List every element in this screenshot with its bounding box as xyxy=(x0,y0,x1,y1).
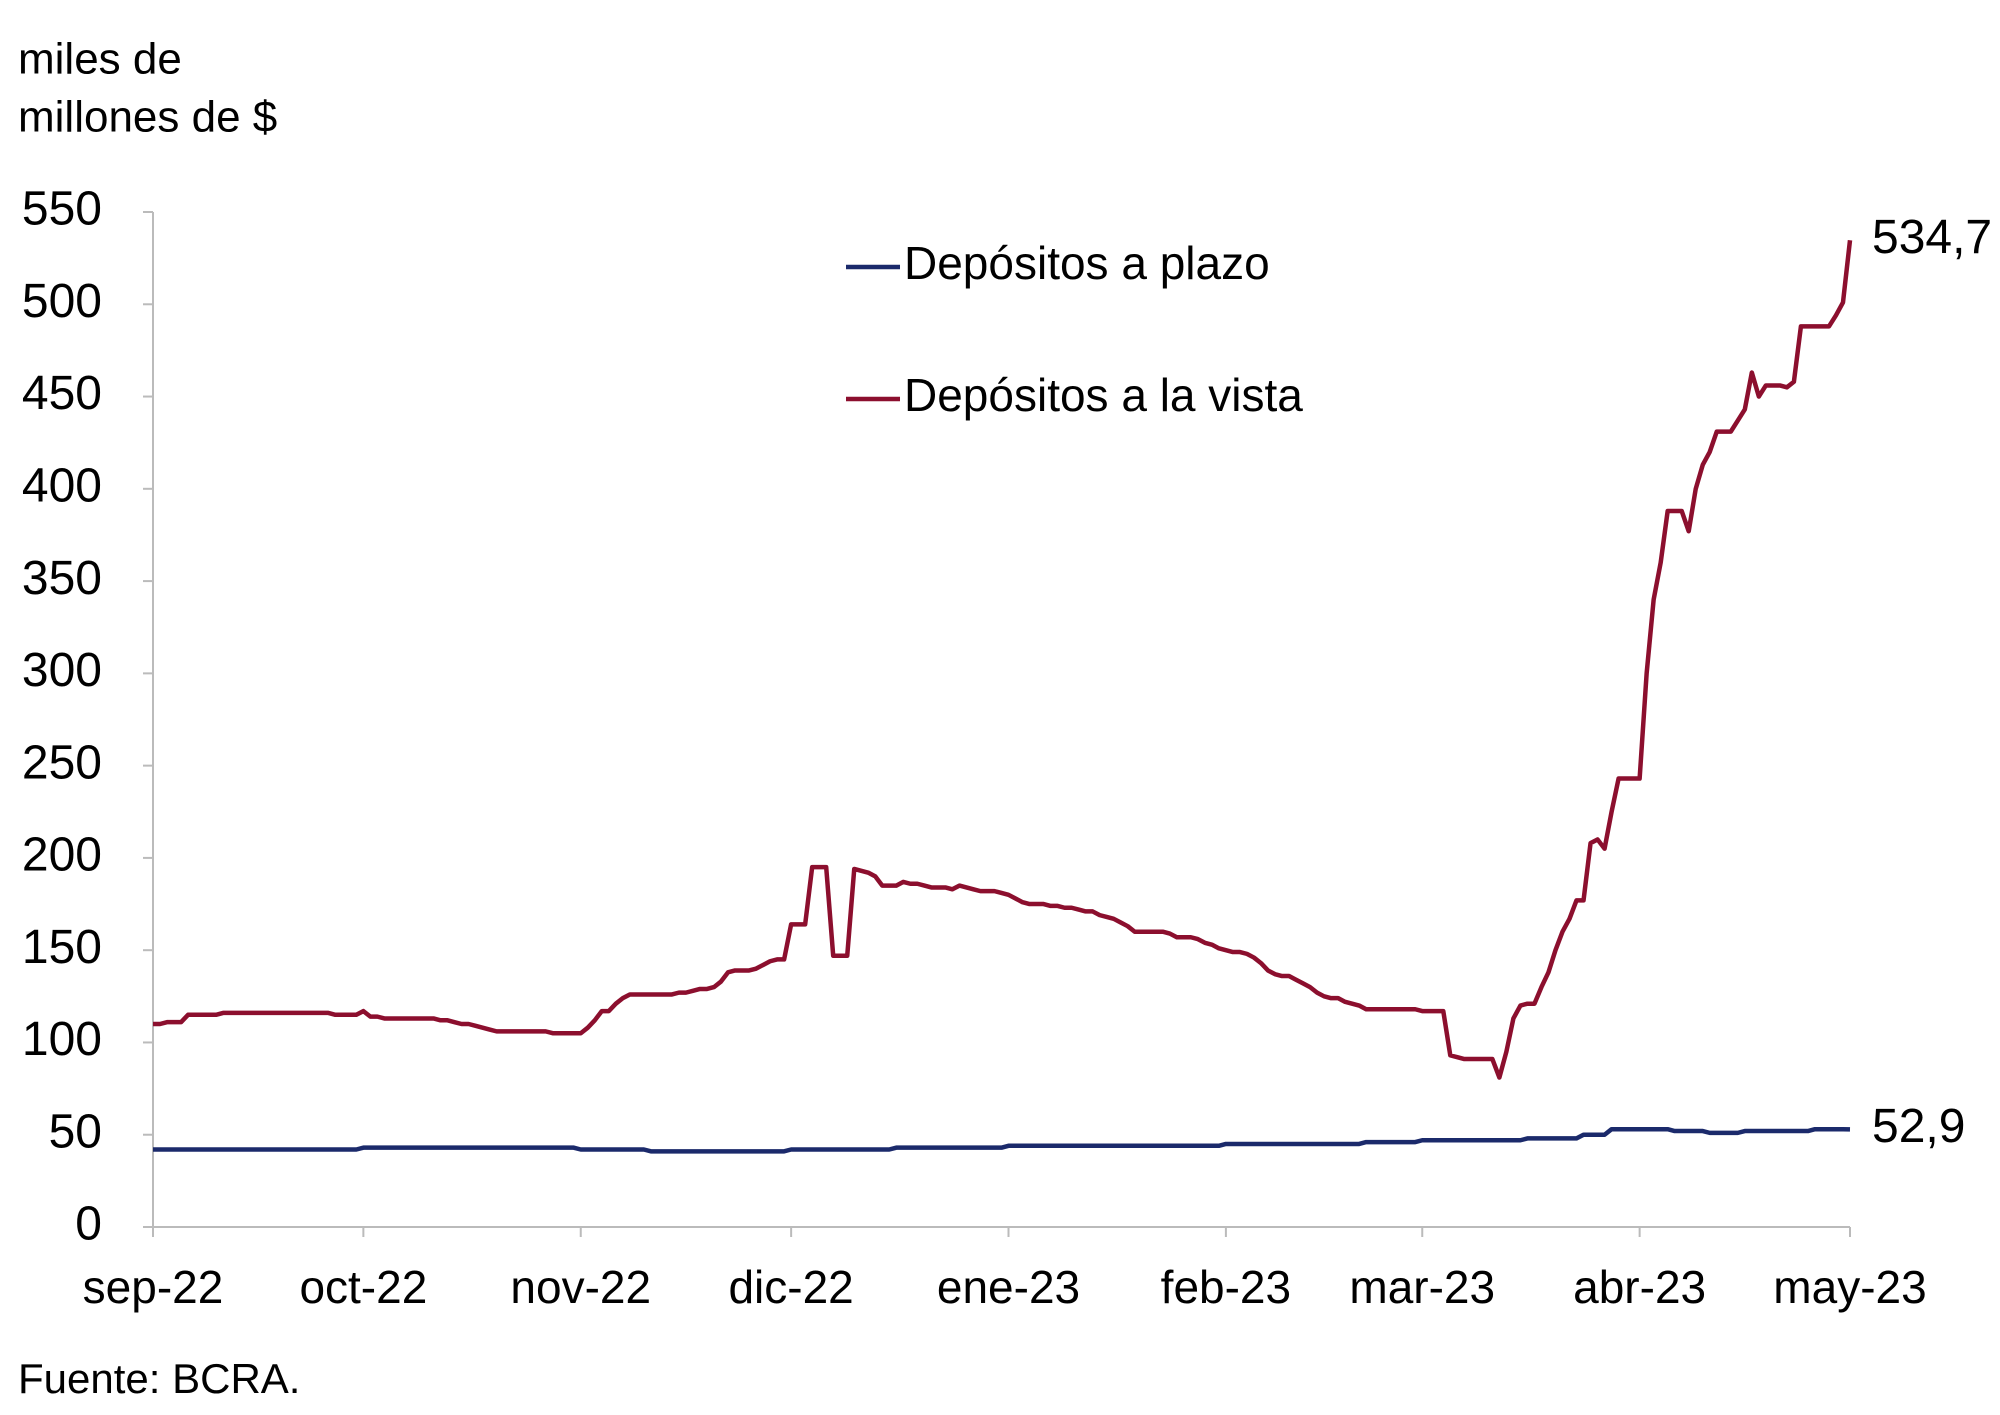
y-tick-label: 250 xyxy=(22,736,102,789)
y-axis-label: millones de $ xyxy=(18,93,277,142)
source-note: Fuente: BCRA. xyxy=(18,1355,300,1402)
legend-label: Depósitos a la vista xyxy=(904,369,1303,421)
end-value-label: 534,7 xyxy=(1872,211,1992,264)
x-tick-label: ene-23 xyxy=(937,1261,1080,1313)
y-tick-label: 0 xyxy=(75,1198,102,1251)
x-tick-label: abr-23 xyxy=(1573,1261,1706,1313)
series-line xyxy=(153,239,1853,1080)
y-tick-label: 50 xyxy=(49,1105,102,1158)
y-tick-label: 100 xyxy=(22,1013,102,1066)
y-tick-label: 150 xyxy=(22,921,102,974)
x-tick-label: mar-23 xyxy=(1349,1261,1495,1313)
y-axis-label: miles de xyxy=(18,35,182,84)
x-tick-label: sep-22 xyxy=(83,1261,224,1313)
y-tick-label: 200 xyxy=(22,829,102,882)
x-tick-label: dic-22 xyxy=(728,1261,853,1313)
y-tick-label: 500 xyxy=(22,275,102,328)
y-tick-label: 450 xyxy=(22,367,102,420)
legend-label: Depósitos a plazo xyxy=(904,237,1270,289)
y-tick-label: 350 xyxy=(22,552,102,605)
x-tick-label: feb-23 xyxy=(1161,1261,1291,1313)
series-line xyxy=(153,1126,1851,1154)
y-tick-label: 550 xyxy=(22,183,102,236)
x-tick-label: may-23 xyxy=(1773,1261,1926,1313)
x-tick-label: nov-22 xyxy=(510,1261,651,1313)
end-value-label: 52,9 xyxy=(1872,1100,1965,1153)
y-tick-label: 400 xyxy=(22,459,102,512)
x-tick-label: oct-22 xyxy=(299,1261,427,1313)
y-tick-label: 300 xyxy=(22,644,102,697)
